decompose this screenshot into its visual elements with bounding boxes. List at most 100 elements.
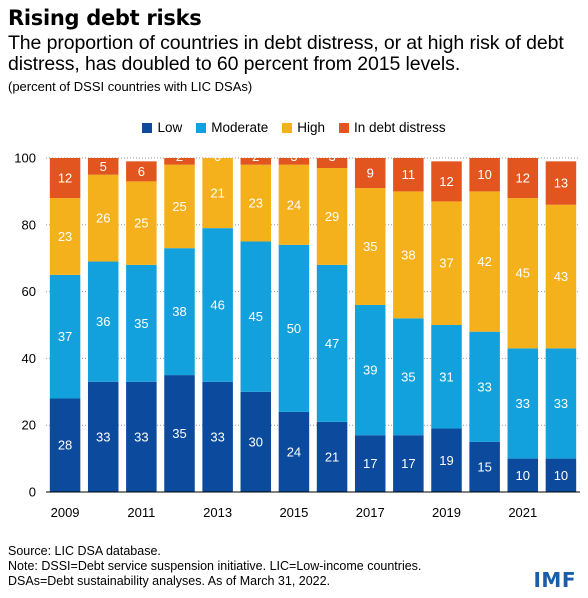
data-label: 6 [138, 164, 145, 179]
data-label: 50 [287, 321, 301, 336]
x-tick-label: 2015 [279, 505, 308, 520]
bar-segment [49, 398, 81, 492]
data-label: 35 [401, 369, 415, 384]
data-label: 33 [134, 429, 148, 444]
legend-item-low: Low [142, 120, 182, 135]
legend-label-low: Low [157, 120, 183, 135]
bar-segment [507, 198, 539, 349]
data-label: 12 [439, 174, 453, 189]
bar-segment [316, 168, 348, 265]
source-note: Source: LIC DSA database. [8, 544, 161, 558]
bar-segment [126, 264, 157, 382]
x-tick-label: 2011 [127, 505, 155, 520]
x-tick-label: 2017 [356, 505, 385, 520]
y-tick-label: 80 [22, 217, 36, 232]
data-label: 33 [96, 429, 110, 444]
imf-logo: IMF [533, 568, 576, 592]
bar-segment [240, 241, 272, 392]
bar-segment [164, 158, 195, 165]
bar-segment [202, 381, 233, 492]
data-label: 36 [96, 314, 110, 329]
bar-segment [278, 244, 310, 412]
data-label: 19 [439, 453, 453, 468]
bar-segment [278, 164, 310, 245]
data-label: 29 [325, 209, 339, 224]
bar-segment [126, 381, 157, 492]
legend-swatch-moderate [196, 122, 207, 133]
legend-swatch-distress [339, 122, 350, 133]
data-label: 10 [477, 167, 491, 182]
bar-segment [87, 158, 119, 175]
bar-segment [316, 421, 348, 492]
data-label: 45 [516, 266, 530, 281]
bar-segment [49, 274, 81, 399]
bar-segment [164, 164, 195, 249]
bar-segment [278, 158, 310, 165]
bar-segment [240, 164, 272, 242]
data-label: 15 [477, 459, 491, 474]
data-label: 13 [554, 176, 568, 191]
data-label: 38 [172, 304, 186, 319]
data-label: 17 [401, 456, 415, 471]
data-label: 38 [401, 247, 415, 262]
legend-label-high: High [297, 120, 326, 135]
bar-segment [507, 158, 539, 199]
data-label: 2 [252, 149, 259, 164]
bar-segment [354, 188, 386, 305]
x-tick-label: 2021 [508, 505, 537, 520]
top-mask [0, 140, 588, 158]
x-tick-label: 2013 [203, 505, 232, 520]
chart-title: Rising debt risks [8, 6, 202, 30]
legend-label-distress: In debt distress [354, 120, 446, 135]
data-label: 12 [58, 171, 72, 186]
bar-segment [393, 191, 424, 319]
data-label: 9 [367, 166, 374, 181]
data-label: 25 [172, 199, 186, 214]
legend-swatch-low [142, 122, 153, 133]
x-tick-label: 2019 [432, 505, 461, 520]
data-label: 0 [214, 149, 221, 164]
bar-segment [316, 264, 348, 422]
definition-note-continued: DSAs=Debt sustainability analyses. As of… [8, 574, 331, 588]
data-label: 42 [477, 254, 491, 269]
bar-segment [49, 198, 81, 275]
bar-segment [469, 331, 500, 442]
definition-note: Note: DSSI=Debt service suspension initi… [8, 559, 422, 573]
bar-segment [240, 158, 272, 165]
bar-segment [87, 261, 119, 382]
legend-item-moderate: Moderate [196, 120, 268, 135]
bar-segment [202, 228, 233, 382]
bar-segment [545, 204, 577, 349]
bar-segment [431, 201, 462, 325]
data-label: 37 [439, 256, 453, 271]
bar-segment [507, 458, 539, 492]
bar-segment [87, 381, 119, 492]
data-label: 3 [328, 149, 335, 164]
chart-units: (percent of DSSI countries with LIC DSAs… [8, 79, 253, 94]
stacked-bar-chart: 0204060801002837231220093336265333525620… [0, 140, 588, 520]
data-label: 47 [325, 336, 339, 351]
data-label: 26 [96, 211, 110, 226]
data-label: 43 [554, 269, 568, 284]
legend-item-high: High [282, 120, 325, 135]
bar-segment [393, 435, 424, 492]
data-label: 5 [100, 159, 107, 174]
chart-notes: Source: LIC DSA database. Note: DSSI=Deb… [8, 544, 421, 589]
data-label: 33 [477, 379, 491, 394]
data-label: 21 [325, 449, 339, 464]
bar-segment [393, 318, 424, 436]
data-label: 23 [58, 229, 72, 244]
data-label: 21 [210, 186, 224, 201]
bar-segment [354, 304, 386, 436]
data-label: 39 [363, 363, 377, 378]
bar-segment [545, 458, 577, 492]
bar-segment [469, 441, 500, 492]
bar-segment [126, 181, 157, 265]
data-label: 3 [290, 149, 297, 164]
bar-segment [87, 174, 119, 262]
chart-subtitle: The proportion of countries in debt dist… [8, 32, 564, 75]
data-label: 24 [287, 444, 301, 459]
legend-label-moderate: Moderate [211, 120, 269, 135]
data-label: 31 [439, 369, 453, 384]
data-label: 33 [210, 429, 224, 444]
